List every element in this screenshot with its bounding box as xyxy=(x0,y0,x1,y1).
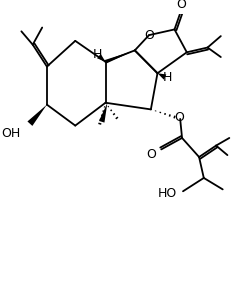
Polygon shape xyxy=(105,50,135,64)
Polygon shape xyxy=(27,105,47,126)
Text: O: O xyxy=(174,110,184,123)
Polygon shape xyxy=(99,103,107,123)
Text: O: O xyxy=(176,0,186,11)
Polygon shape xyxy=(97,54,106,62)
Text: HO: HO xyxy=(158,187,177,200)
Text: H: H xyxy=(92,48,102,61)
Text: H: H xyxy=(162,72,172,84)
Polygon shape xyxy=(158,73,166,80)
Text: O: O xyxy=(147,148,156,161)
Text: OH: OH xyxy=(1,127,20,140)
Text: O: O xyxy=(144,29,154,42)
